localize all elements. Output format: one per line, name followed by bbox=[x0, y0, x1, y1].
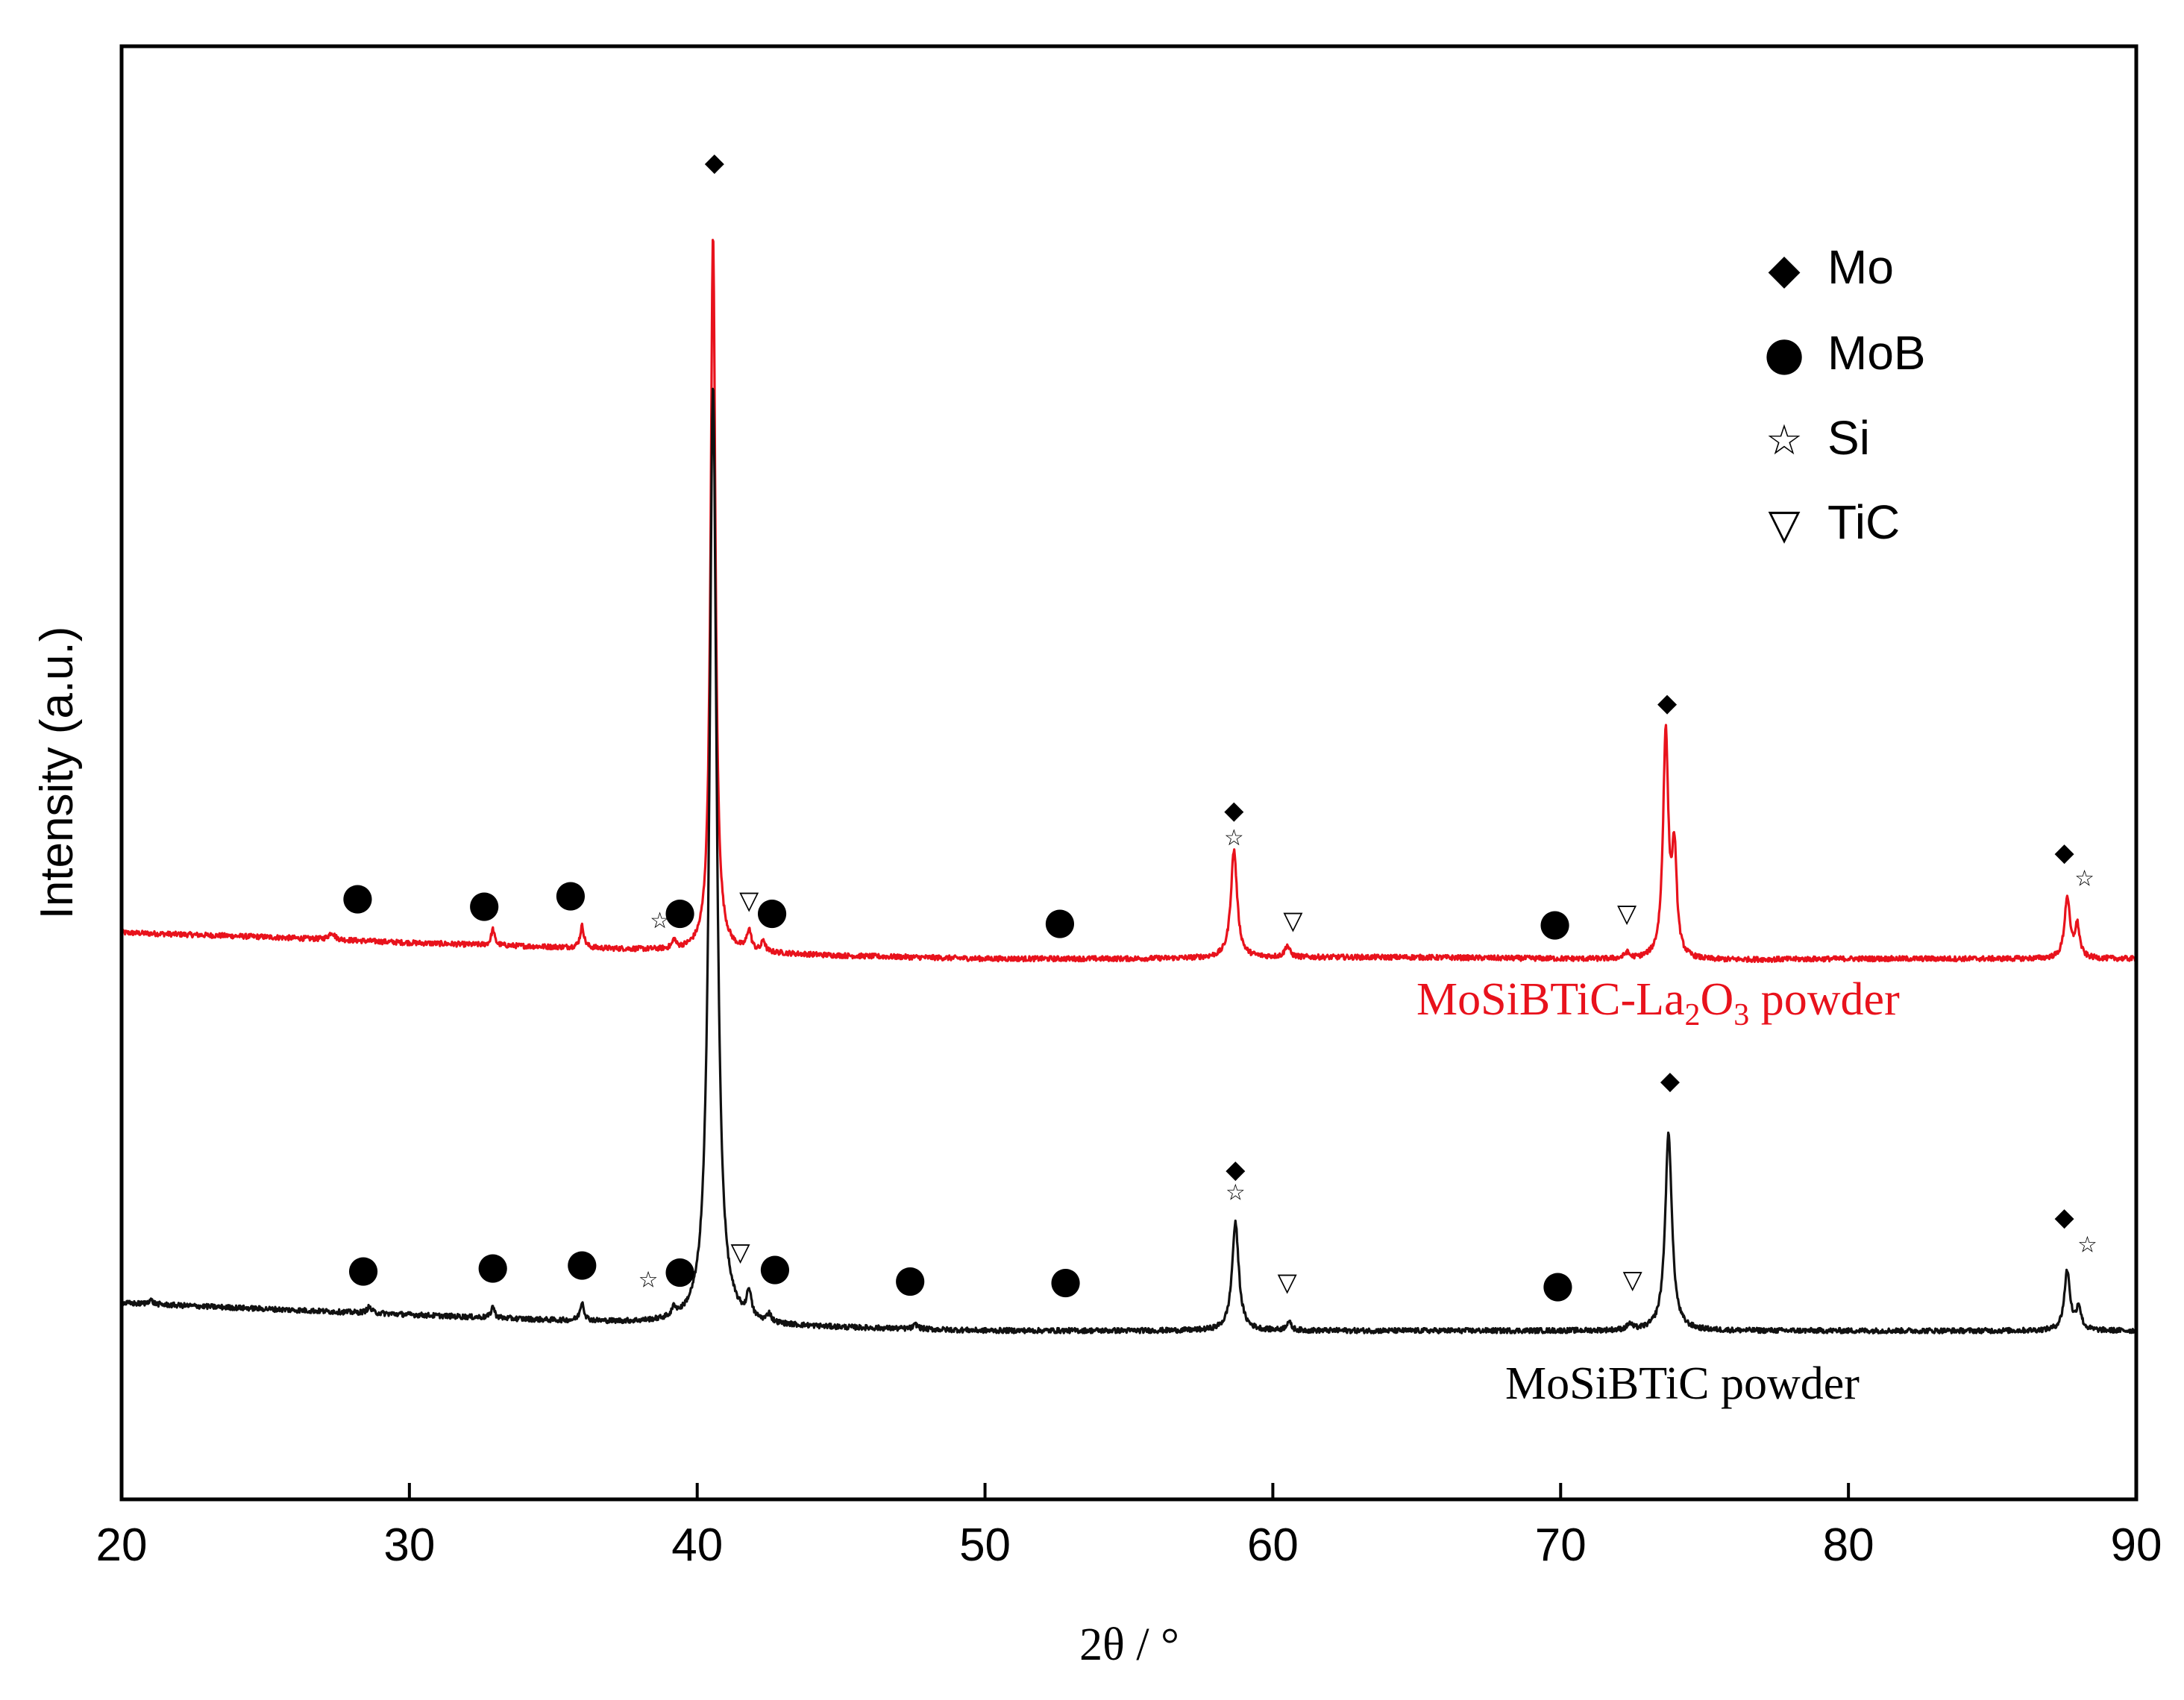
legend-label-si: Si bbox=[1827, 411, 1870, 465]
phase-marker-diamond-mosibtic-la2o3-5: ◆ bbox=[705, 148, 725, 178]
phase-marker-diamond-mosibtic-la2o3-14: ◆ bbox=[1657, 688, 1678, 718]
legend-triangle-down-icon: ▽ bbox=[1768, 501, 1800, 549]
phase-marker-diamond-mosibtic-14: ◆ bbox=[1660, 1066, 1681, 1096]
axis-layer: 20 30 40 50 60 70 80 90 bbox=[96, 1483, 2162, 1571]
series-layer bbox=[120, 239, 2138, 1334]
phase-marker-triangle-down-mosibtic-11: ▽ bbox=[1278, 1268, 1298, 1298]
phase-marker-diamond-mosibtic-la2o3-9: ◆ bbox=[1224, 796, 1244, 826]
phase-marker-star-mosibtic-10: ☆ bbox=[1226, 1179, 1246, 1205]
x-tick-label-80: 80 bbox=[1823, 1519, 1874, 1571]
x-tick-label-20: 20 bbox=[96, 1519, 148, 1571]
phase-marker-circle-mosibtic-1: ● bbox=[477, 1243, 509, 1287]
phase-marker-circle-mosibtic-2: ● bbox=[566, 1241, 599, 1284]
phase-marker-triangle-down-mosibtic-la2o3-11: ▽ bbox=[1283, 906, 1303, 936]
series-label-mosibtic: MoSiBTiC powder bbox=[1505, 1358, 1860, 1409]
phase-marker-circle-mosibtic-la2o3-2: ● bbox=[554, 872, 587, 915]
y-axis-label: Intensity (a.u.) bbox=[31, 627, 83, 920]
x-tick-label-70: 70 bbox=[1535, 1519, 1587, 1571]
phase-marker-circle-mosibtic-la2o3-1: ● bbox=[468, 882, 501, 925]
phase-marker-star-mosibtic-la2o3-10: ☆ bbox=[1224, 825, 1244, 851]
legend-star-icon: ☆ bbox=[1766, 416, 1803, 465]
x-tick-label-50: 50 bbox=[959, 1519, 1011, 1571]
phase-marker-circle-mosibtic-8: ● bbox=[1049, 1258, 1082, 1302]
phase-marker-circle-mosibtic-la2o3-4: ● bbox=[664, 889, 697, 932]
legend-item-tic: ▽ TiC bbox=[1768, 495, 1900, 549]
phase-marker-diamond-mosibtic-15: ◆ bbox=[2054, 1202, 2074, 1232]
legend-circle-icon: ● bbox=[1764, 326, 1804, 380]
phase-marker-star-mosibtic-la2o3-3: ☆ bbox=[650, 908, 670, 934]
legend-item-si: ☆ Si bbox=[1766, 411, 1870, 465]
phase-marker-star-mosibtic-3: ☆ bbox=[638, 1267, 659, 1293]
x-axis-label: 2θ / ° bbox=[1079, 1619, 1179, 1670]
x-tick-label-60: 60 bbox=[1247, 1519, 1299, 1571]
phase-marker-triangle-down-mosibtic-la2o3-13: ▽ bbox=[1617, 899, 1637, 929]
marker-layer: ● ● ●☆●◆▽● ●◆☆▽ ● ▽◆◆☆● ● ● ☆ ● ▽ ● ● ●◆☆▽ ● ▽◆◆☆ bbox=[342, 148, 2097, 1306]
plot-frame bbox=[119, 44, 2138, 1502]
x-tick-label-30: 30 bbox=[383, 1519, 435, 1571]
phase-marker-circle-mosibtic-la2o3-12: ● bbox=[1539, 901, 1572, 944]
phase-marker-circle-mosibtic-12: ● bbox=[1542, 1263, 1575, 1306]
legend-diamond-icon: ◆ bbox=[1768, 245, 1800, 294]
phase-marker-circle-mosibtic-la2o3-0: ● bbox=[342, 875, 374, 918]
legend-item-mo: ◆ Mo bbox=[1768, 240, 1893, 294]
phase-marker-triangle-down-mosibtic-5: ▽ bbox=[731, 1238, 751, 1267]
legend-item-mob: ● MoB bbox=[1764, 326, 1926, 380]
legend-label-mo: Mo bbox=[1827, 240, 1894, 294]
phase-marker-diamond-mosibtic-la2o3-15: ◆ bbox=[2054, 838, 2074, 868]
x-tick-label-40: 40 bbox=[671, 1519, 723, 1571]
legend: ◆ Mo ● MoB ☆ Si ▽ TiC bbox=[1764, 240, 1926, 549]
phase-marker-circle-mosibtic-0: ● bbox=[347, 1246, 380, 1290]
phase-marker-circle-mosibtic-la2o3-7: ● bbox=[756, 889, 788, 932]
legend-label-mob: MoB bbox=[1827, 326, 1926, 380]
phase-marker-circle-mosibtic-6: ● bbox=[759, 1245, 791, 1288]
x-tick-label-90: 90 bbox=[2111, 1519, 2162, 1571]
phase-marker-circle-mosibtic-7: ● bbox=[894, 1257, 926, 1300]
legend-label-tic: TiC bbox=[1827, 495, 1900, 549]
series-line-mosibtic-la2o3 bbox=[120, 239, 2138, 963]
phase-marker-star-mosibtic-16: ☆ bbox=[2077, 1232, 2097, 1258]
phase-marker-triangle-down-mosibtic-13: ▽ bbox=[1623, 1265, 1643, 1295]
phase-marker-circle-mosibtic-la2o3-8: ● bbox=[1044, 900, 1076, 943]
phase-marker-circle-mosibtic-4: ● bbox=[664, 1248, 697, 1291]
phase-marker-diamond-mosibtic-9: ◆ bbox=[1226, 1155, 1246, 1185]
phase-marker-triangle-down-mosibtic-la2o3-6: ▽ bbox=[739, 885, 759, 915]
series-line-mosibtic bbox=[120, 387, 2138, 1334]
phase-marker-star-mosibtic-la2o3-16: ☆ bbox=[2074, 866, 2094, 892]
series-label-mosibtic-la2o3: MoSiBTiC-La2O3 powder bbox=[1416, 974, 1900, 1032]
